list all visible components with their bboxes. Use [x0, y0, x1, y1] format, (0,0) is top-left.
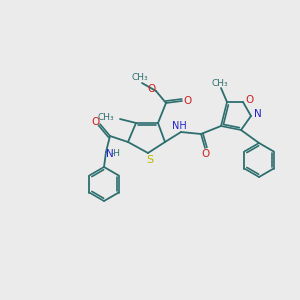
Text: O: O — [147, 84, 155, 94]
Text: CH₃: CH₃ — [132, 74, 148, 82]
Text: -H: -H — [111, 149, 121, 158]
Text: CH₃: CH₃ — [212, 79, 228, 88]
Text: O: O — [202, 149, 210, 159]
Text: O: O — [246, 95, 254, 105]
Text: N: N — [254, 109, 262, 119]
Text: O: O — [91, 117, 99, 127]
Text: NH: NH — [172, 121, 186, 131]
Text: O: O — [183, 96, 191, 106]
Text: S: S — [146, 155, 154, 165]
Text: N: N — [106, 149, 114, 159]
Text: CH₃: CH₃ — [98, 113, 114, 122]
